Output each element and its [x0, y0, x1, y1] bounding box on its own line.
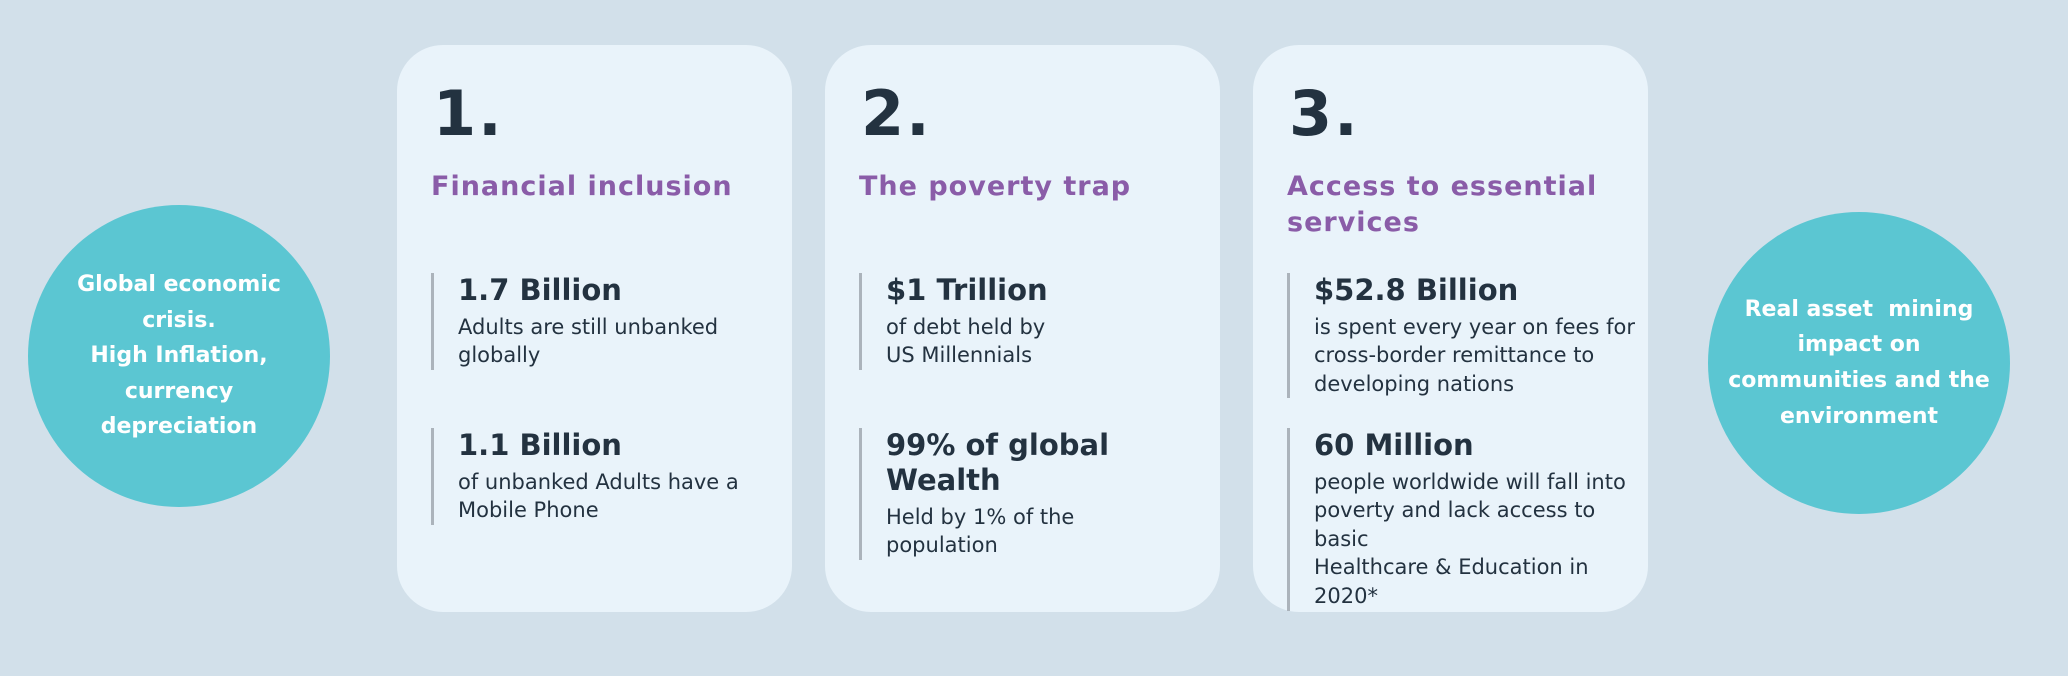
stat-description: Adults are still unbanked globally: [458, 314, 719, 368]
left-circle-text: Global economic crisis. High Inflation, …: [77, 271, 281, 440]
stat-block: 99% of global Wealth Held by 1% of the p…: [859, 428, 1208, 560]
stat-value: 60 Million: [1314, 428, 1474, 462]
card-title: The poverty trap: [859, 171, 1132, 202]
stat-value: $1 Trillion: [886, 273, 1048, 307]
stat-block: $1 Trillion of debt held by US Millennia…: [859, 273, 1208, 370]
stat-value: $52.8 Billion: [1314, 273, 1519, 307]
stat-value: 99% of global Wealth: [886, 428, 1110, 497]
card-number: 1.: [433, 77, 504, 150]
stat-block: 1.7 Billion Adults are still unbanked gl…: [431, 273, 780, 370]
card-title: Financial inclusion: [431, 171, 733, 202]
stat-value: 1.1 Billion: [458, 428, 622, 462]
stat-value: 1.7 Billion: [458, 273, 622, 307]
card-title: Access to essential services: [1287, 171, 1598, 239]
stat-block: 60 Million people worldwide will fall in…: [1287, 428, 1636, 611]
stat-block: $52.8 Billion is spent every year on fee…: [1287, 273, 1636, 399]
left-context-circle: Global economic crisis. High Inflation, …: [28, 205, 330, 507]
stat-description: people worldwide will fall into poverty …: [1314, 469, 1626, 608]
card-financial-inclusion: 1. Financial inclusion 1.7 Billion Adult…: [397, 45, 792, 612]
card-access-essential-services: 3. Access to essential services $52.8 Bi…: [1253, 45, 1648, 612]
stat-description: is spent every year on fees for cross-bo…: [1314, 314, 1635, 396]
stat-description: Held by 1% of the population: [886, 504, 1075, 558]
stat-description: of unbanked Adults have a Mobile Phone: [458, 469, 739, 523]
right-context-circle: Real asset mining impact on communities …: [1708, 212, 2010, 514]
stat-description: of debt held by US Millennials: [886, 314, 1046, 368]
stat-block: 1.1 Billion of unbanked Adults have a Mo…: [431, 428, 780, 525]
card-number: 2.: [861, 77, 932, 150]
right-circle-text: Real asset mining impact on communities …: [1728, 296, 1990, 429]
card-poverty-trap: 2. The poverty trap $1 Trillion of debt …: [825, 45, 1220, 612]
card-number: 3.: [1289, 77, 1360, 150]
